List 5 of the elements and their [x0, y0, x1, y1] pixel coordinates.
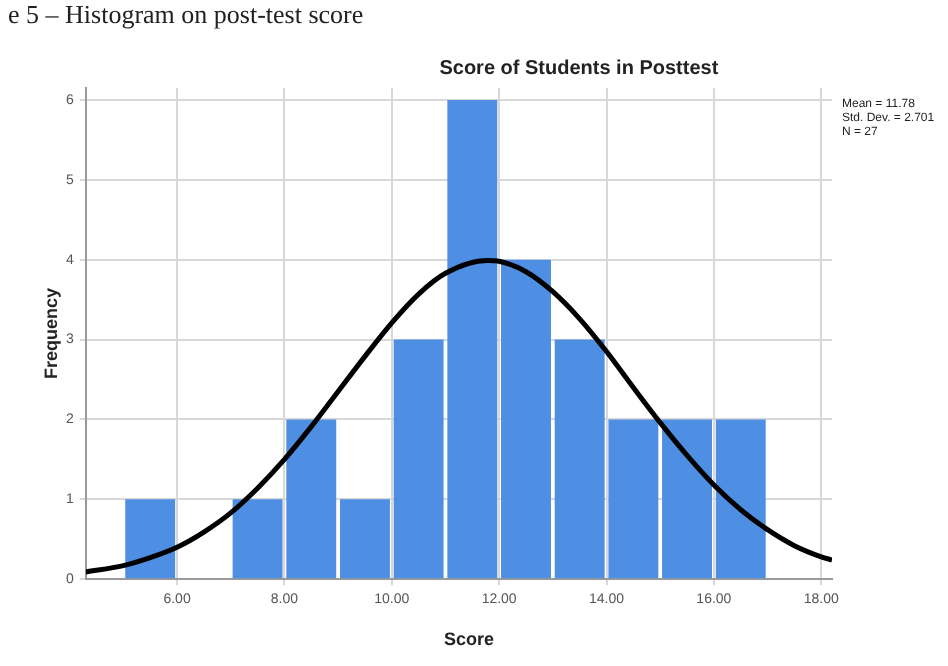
x-axis-title: Score — [443, 628, 494, 649]
line-series — [85, 258, 832, 575]
chart-title: Score of Students in Posttest — [439, 57, 720, 80]
y-axis-title: Frequency — [40, 288, 61, 380]
text: e 5 – Histogram on post-test score — [8, 0, 364, 29]
